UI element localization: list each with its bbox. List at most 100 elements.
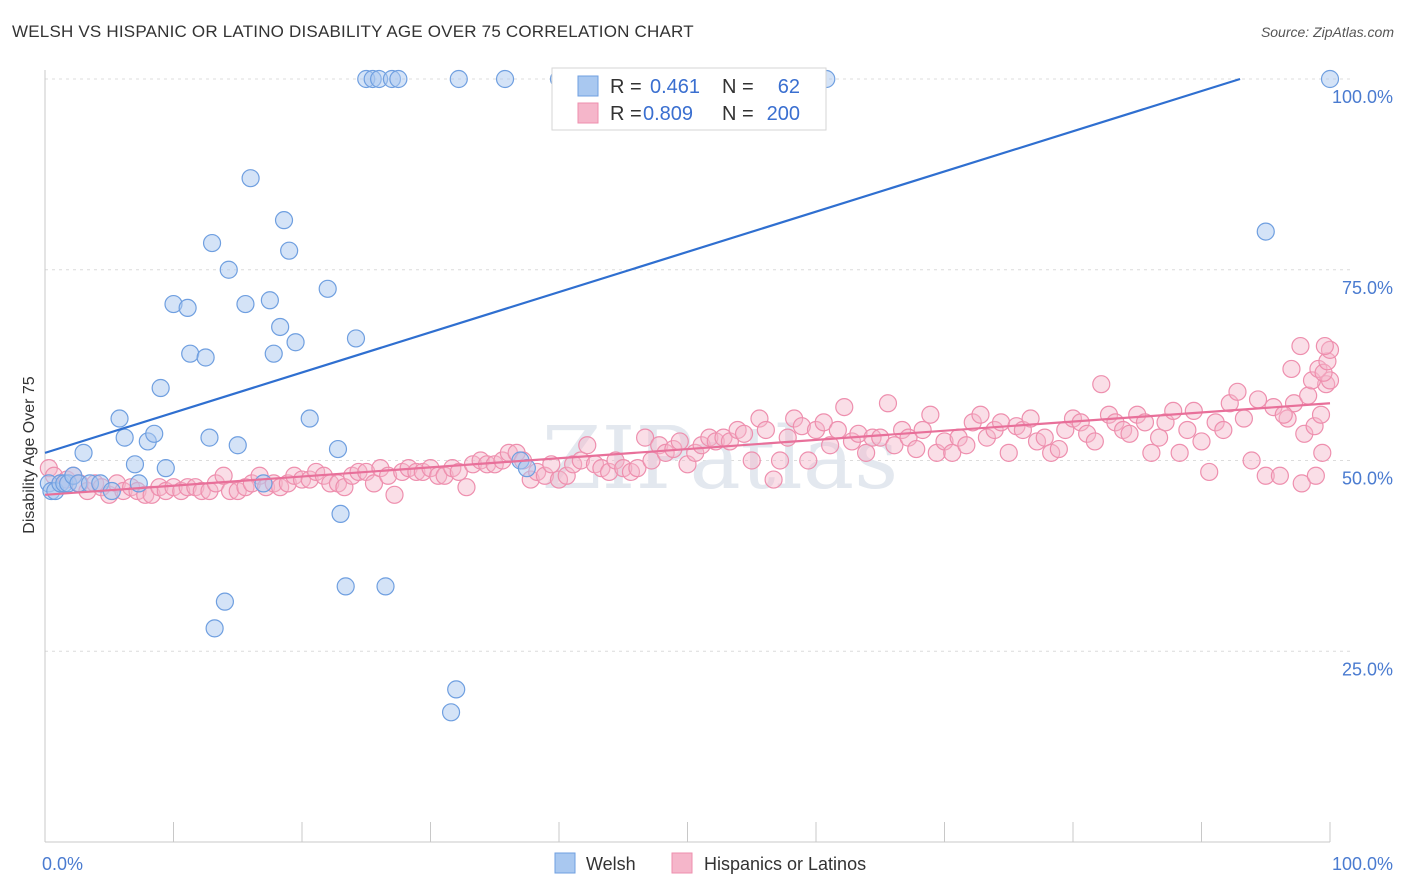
- welsh-point: [495, 69, 515, 89]
- welsh-point: [215, 592, 234, 611]
- hispanic-point: [1142, 443, 1161, 462]
- grid-lines: [45, 78, 1350, 652]
- hispanic-point: [670, 432, 689, 451]
- welsh-point: [389, 69, 408, 89]
- hispanic-point: [557, 466, 576, 485]
- hispanic-point: [1256, 466, 1275, 485]
- welsh-point: [200, 428, 219, 447]
- welsh-point: [205, 619, 224, 638]
- hispanic-point: [957, 436, 976, 455]
- hispanic-point: [1085, 432, 1104, 451]
- hispanic-point: [1200, 462, 1219, 482]
- hispanic-point: [764, 470, 783, 489]
- welsh-point: [151, 378, 170, 398]
- hispanic-point: [1078, 424, 1097, 443]
- welsh-point: [517, 459, 536, 478]
- hispanic-point: [742, 451, 761, 470]
- hispanic-point: [1315, 336, 1334, 356]
- y-tick-label: 75.0%: [1342, 278, 1393, 298]
- y-tick-label: 100.0%: [1332, 87, 1393, 107]
- hispanic-point: [1135, 413, 1155, 432]
- welsh-point: [331, 504, 350, 524]
- welsh-point: [300, 409, 319, 428]
- hispanic-point: [828, 420, 847, 440]
- welsh-point: [236, 294, 255, 314]
- hispanic-point: [1320, 371, 1340, 390]
- hispanic-point: [835, 397, 854, 417]
- welsh-point: [110, 409, 129, 428]
- y-tick-label: 25.0%: [1342, 659, 1393, 679]
- x-tick-label: 0.0%: [42, 854, 83, 874]
- hispanic-point: [1318, 352, 1337, 371]
- welsh-point: [328, 439, 348, 459]
- hispanic-point: [493, 451, 512, 470]
- legend-hispanic-swatch: [577, 102, 599, 124]
- hispanic-point: [943, 443, 962, 462]
- hispanic-point: [1206, 413, 1225, 432]
- hispanic-point: [1128, 405, 1147, 424]
- hispanic-point: [1306, 466, 1325, 485]
- hispanic-point: [578, 436, 597, 455]
- welsh-point: [219, 260, 238, 279]
- hispanic-point: [1164, 401, 1183, 421]
- hispanic-point: [871, 428, 890, 447]
- legend-n-label: N =: [722, 76, 754, 98]
- hispanic-point: [1299, 386, 1318, 405]
- hispanic-point: [1292, 474, 1311, 493]
- correlation-legend: R = 0.461 N = 62 R = 0.809 N = 200: [551, 67, 827, 131]
- hispanic-point: [985, 420, 1004, 440]
- y-tick-labels: 25.0% 50.0% 75.0% 100.0%: [1332, 87, 1393, 679]
- welsh-point: [1320, 69, 1340, 89]
- legend-r-value: 0.809: [643, 103, 693, 125]
- welsh-point: [241, 169, 260, 188]
- hispanic-point: [913, 420, 932, 440]
- welsh-point: [280, 241, 299, 260]
- hispanic-point: [1282, 359, 1301, 379]
- legend-n-value: 62: [778, 76, 800, 98]
- hispanic-point: [1305, 417, 1324, 436]
- hispanic-point: [1178, 420, 1197, 440]
- hispanic-point: [806, 420, 826, 440]
- hispanic-point: [214, 466, 233, 485]
- welsh-point: [274, 211, 294, 230]
- hispanic-point: [999, 443, 1018, 462]
- welsh-point: [346, 329, 366, 348]
- hispanic-point: [799, 451, 818, 470]
- hispanic-point: [991, 413, 1011, 432]
- hispanic-point: [1214, 420, 1233, 440]
- hispanic-point: [857, 443, 876, 462]
- hispanic-point: [692, 436, 711, 455]
- hispanic-point: [1313, 443, 1332, 462]
- hispanic-point: [770, 451, 790, 470]
- hispanic-point: [650, 436, 669, 455]
- axes: [44, 70, 1331, 843]
- welsh-point: [318, 279, 337, 298]
- hispanic-point: [963, 413, 982, 432]
- hispanic-point: [449, 462, 468, 482]
- hispanic-point: [1149, 428, 1169, 447]
- welsh-point: [254, 474, 273, 493]
- hispanic-point: [1242, 451, 1261, 470]
- hispanic-point: [885, 436, 904, 455]
- hispanic-point: [1092, 375, 1111, 394]
- hispanic-point: [1248, 390, 1268, 409]
- welsh-point: [449, 69, 468, 89]
- hispanic-point: [792, 417, 811, 436]
- legend-n-value: 200: [767, 103, 800, 125]
- hispanic-point: [1311, 405, 1331, 424]
- hispanic-point: [457, 478, 476, 497]
- legend-hispanic-swatch: [671, 852, 693, 874]
- hispanic-point: [364, 474, 384, 493]
- hispanic-point: [1314, 363, 1333, 382]
- hispanic-point: [628, 459, 647, 478]
- hispanic-point: [1291, 336, 1310, 356]
- welsh-point: [271, 317, 290, 337]
- legend-hispanic-label: Hispanics or Latinos: [704, 854, 866, 874]
- hispanic-point: [192, 481, 211, 501]
- hispanic-point: [178, 478, 197, 497]
- hispanic-point: [1270, 466, 1289, 485]
- hispanic-point: [1021, 409, 1040, 428]
- hispanic-trend-line: [44, 402, 1331, 496]
- hispanic-point: [821, 436, 840, 455]
- chart-source: Source: ZipAtlas.com: [1260, 24, 1394, 40]
